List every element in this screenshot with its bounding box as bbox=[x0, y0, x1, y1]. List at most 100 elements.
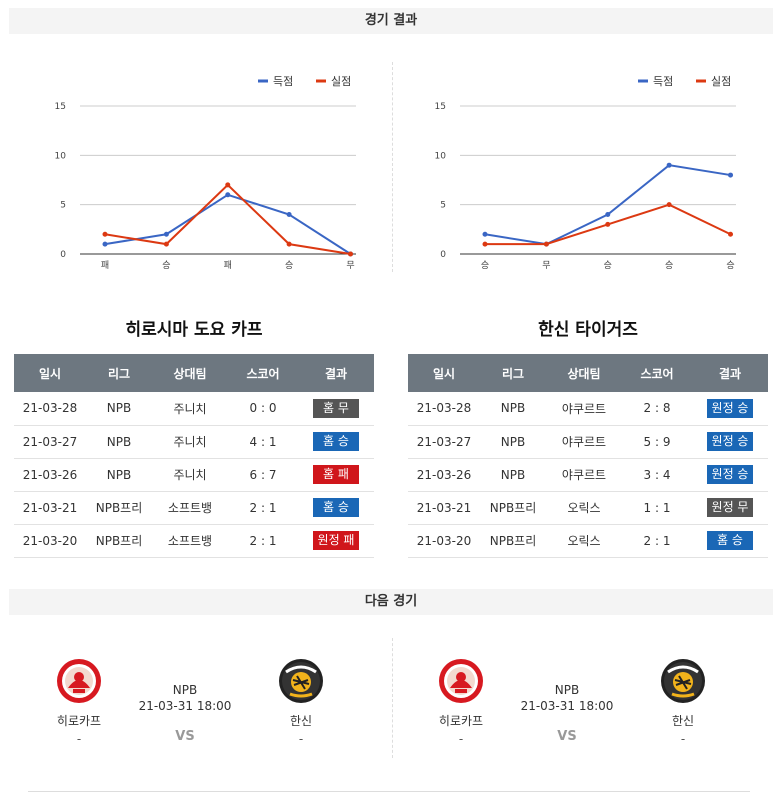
result-cell: 홈 패 bbox=[298, 458, 374, 492]
date-cell: 21-03-28 bbox=[408, 392, 480, 426]
result-cell: 원정 승 bbox=[692, 458, 768, 492]
result-badge: 홈 무 bbox=[313, 398, 359, 418]
right-team-title: 한신 타이거즈 bbox=[538, 320, 638, 340]
data-point bbox=[605, 212, 611, 218]
home-team-score: - bbox=[458, 732, 464, 746]
league-cell: NPB프리 bbox=[86, 491, 152, 525]
legend-label: 실점 bbox=[331, 75, 351, 88]
date-cell: 21-03-21 bbox=[14, 491, 86, 525]
result-cell: 원정 승 bbox=[692, 425, 768, 459]
score-cell: 1 : 1 bbox=[622, 491, 692, 525]
result-cell: 홈 무 bbox=[298, 392, 374, 426]
table-row: 21-03-21 NPB프리 오릭스 1 : 1 원정 무 bbox=[408, 491, 768, 525]
next-match-card[interactable]: 히로카프 - NPB 21-03-31 18:00 VS 한신 - bbox=[422, 652, 712, 752]
legend-label: 실점 bbox=[711, 75, 731, 88]
table-row: 21-03-27 NPB 야쿠르트 5 : 9 원정 승 bbox=[408, 425, 768, 459]
data-point bbox=[286, 212, 292, 218]
league-cell: NPB프리 bbox=[86, 524, 152, 558]
data-point bbox=[543, 241, 549, 247]
data-point bbox=[102, 241, 108, 247]
carp-logo-icon[interactable] bbox=[438, 658, 484, 704]
y-tick-label: 10 bbox=[435, 151, 447, 161]
x-tick-label: 승 bbox=[726, 260, 734, 271]
y-tick-label: 15 bbox=[435, 102, 446, 112]
date-cell: 21-03-21 bbox=[408, 491, 480, 525]
series-line-0 bbox=[104, 193, 352, 255]
home-team-name[interactable]: 히로카프 bbox=[56, 714, 102, 728]
match-league: NPB bbox=[172, 683, 198, 697]
x-tick-label: 승 bbox=[665, 260, 673, 271]
score-cell: 2 : 1 bbox=[228, 491, 298, 525]
opponent-cell[interactable]: 주니치 bbox=[152, 392, 228, 426]
table-row: 21-03-26 NPB 주니치 6 : 7 홈 패 bbox=[14, 458, 374, 492]
date-cell: 21-03-27 bbox=[408, 425, 480, 459]
header-score: 스코어 bbox=[228, 354, 298, 392]
next-match-section-header: 다음 경기 bbox=[9, 589, 773, 615]
data-point bbox=[348, 251, 354, 257]
opponent-cell[interactable]: 야쿠르트 bbox=[546, 425, 622, 459]
table-row: 21-03-27 NPB 주니치 4 : 1 홈 승 bbox=[14, 425, 374, 459]
x-tick-label: 패 bbox=[224, 260, 232, 271]
league-cell: NPB bbox=[480, 425, 546, 459]
data-point bbox=[286, 241, 292, 247]
table-row: 21-03-28 NPB 주니치 0 : 0 홈 무 bbox=[14, 392, 374, 426]
date-cell: 21-03-28 bbox=[14, 392, 86, 426]
data-point bbox=[225, 192, 231, 198]
y-tick-label: 0 bbox=[60, 250, 66, 260]
opponent-cell[interactable]: 오릭스 bbox=[546, 491, 622, 525]
league-cell: NPB bbox=[86, 425, 152, 459]
date-cell: 21-03-26 bbox=[408, 458, 480, 492]
left-chart-svg: 0 5 10 15 패 승 패 승 무 득점 실점 bbox=[55, 75, 356, 271]
vs-label: VS bbox=[175, 729, 195, 744]
away-team-name[interactable]: 한신 bbox=[671, 714, 695, 728]
header-result: 결과 bbox=[692, 354, 768, 392]
league-cell: NPB bbox=[86, 392, 152, 426]
header-opponent: 상대팀 bbox=[546, 354, 622, 392]
x-tick-label: 승 bbox=[285, 260, 293, 271]
x-tick-label: 무 bbox=[542, 260, 550, 271]
carp-logo-icon[interactable] bbox=[56, 658, 102, 704]
result-cell: 원정 무 bbox=[692, 491, 768, 525]
result-badge: 홈 승 bbox=[313, 432, 359, 451]
header-opponent: 상대팀 bbox=[152, 354, 228, 392]
match-divider bbox=[392, 638, 393, 758]
legend-label: 득점 bbox=[273, 75, 293, 88]
tigers-logo-icon[interactable] bbox=[660, 658, 706, 704]
opponent-cell[interactable]: 주니치 bbox=[152, 458, 228, 492]
header-league: 리그 bbox=[480, 354, 546, 392]
tigers-logo-icon[interactable] bbox=[278, 658, 324, 704]
opponent-cell[interactable]: 오릭스 bbox=[546, 524, 622, 558]
opponent-cell[interactable]: 소프트뱅 bbox=[152, 491, 228, 525]
match-datetime: 21-03-31 18:00 bbox=[138, 699, 232, 713]
data-point bbox=[482, 231, 488, 237]
league-cell: NPB프리 bbox=[480, 524, 546, 558]
opponent-cell[interactable]: 야쿠르트 bbox=[546, 392, 622, 426]
results-section-header: 경기 결과 bbox=[9, 8, 773, 34]
right-team-chart: 0 5 10 15 승 무 승 승 승 득점 실점 bbox=[400, 62, 770, 277]
score-cell: 3 : 4 bbox=[622, 458, 692, 492]
match-league: NPB bbox=[554, 683, 580, 697]
opponent-cell[interactable]: 소프트뱅 bbox=[152, 524, 228, 558]
result-badge: 홈 승 bbox=[313, 498, 359, 517]
result-badge: 원정 승 bbox=[707, 465, 753, 484]
opponent-cell[interactable]: 주니치 bbox=[152, 425, 228, 459]
header-date: 일시 bbox=[14, 354, 86, 392]
opponent-cell[interactable]: 야쿠르트 bbox=[546, 458, 622, 492]
header-date: 일시 bbox=[408, 354, 480, 392]
data-point bbox=[225, 182, 231, 188]
score-cell: 6 : 7 bbox=[228, 458, 298, 492]
score-cell: 2 : 8 bbox=[622, 392, 692, 426]
league-cell: NPB bbox=[480, 458, 546, 492]
table-row: 21-03-28 NPB 야쿠르트 2 : 8 원정 승 bbox=[408, 392, 768, 426]
match-datetime: 21-03-31 18:00 bbox=[520, 699, 614, 713]
home-team-name[interactable]: 히로카프 bbox=[438, 714, 484, 728]
score-cell: 4 : 1 bbox=[228, 425, 298, 459]
data-point bbox=[482, 241, 488, 247]
header-result: 결과 bbox=[298, 354, 374, 392]
result-cell: 원정 패 bbox=[298, 524, 374, 558]
away-team-name[interactable]: 한신 bbox=[289, 714, 313, 728]
left-team-title: 히로시마 도요 카프 bbox=[125, 320, 263, 340]
left-team-chart: 0 5 10 15 패 승 패 승 무 득점 실점 bbox=[20, 62, 390, 277]
right-chart-svg: 0 5 10 15 승 무 승 승 승 득점 실점 bbox=[435, 75, 736, 271]
next-match-card[interactable]: 히로카프 - NPB 21-03-31 18:00 VS 한신 - bbox=[40, 652, 330, 752]
